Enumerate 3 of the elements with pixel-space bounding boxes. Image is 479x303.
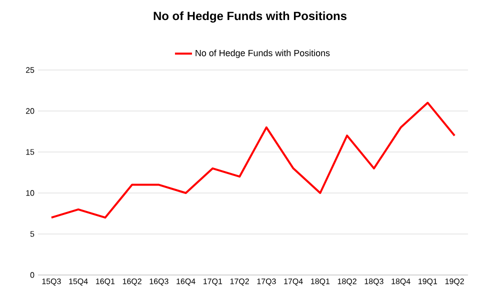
legend-label: No of Hedge Funds with Positions [196,50,330,58]
line-series [50,102,456,219]
chart-title: No of Hedge Funds with Positions [154,11,346,23]
